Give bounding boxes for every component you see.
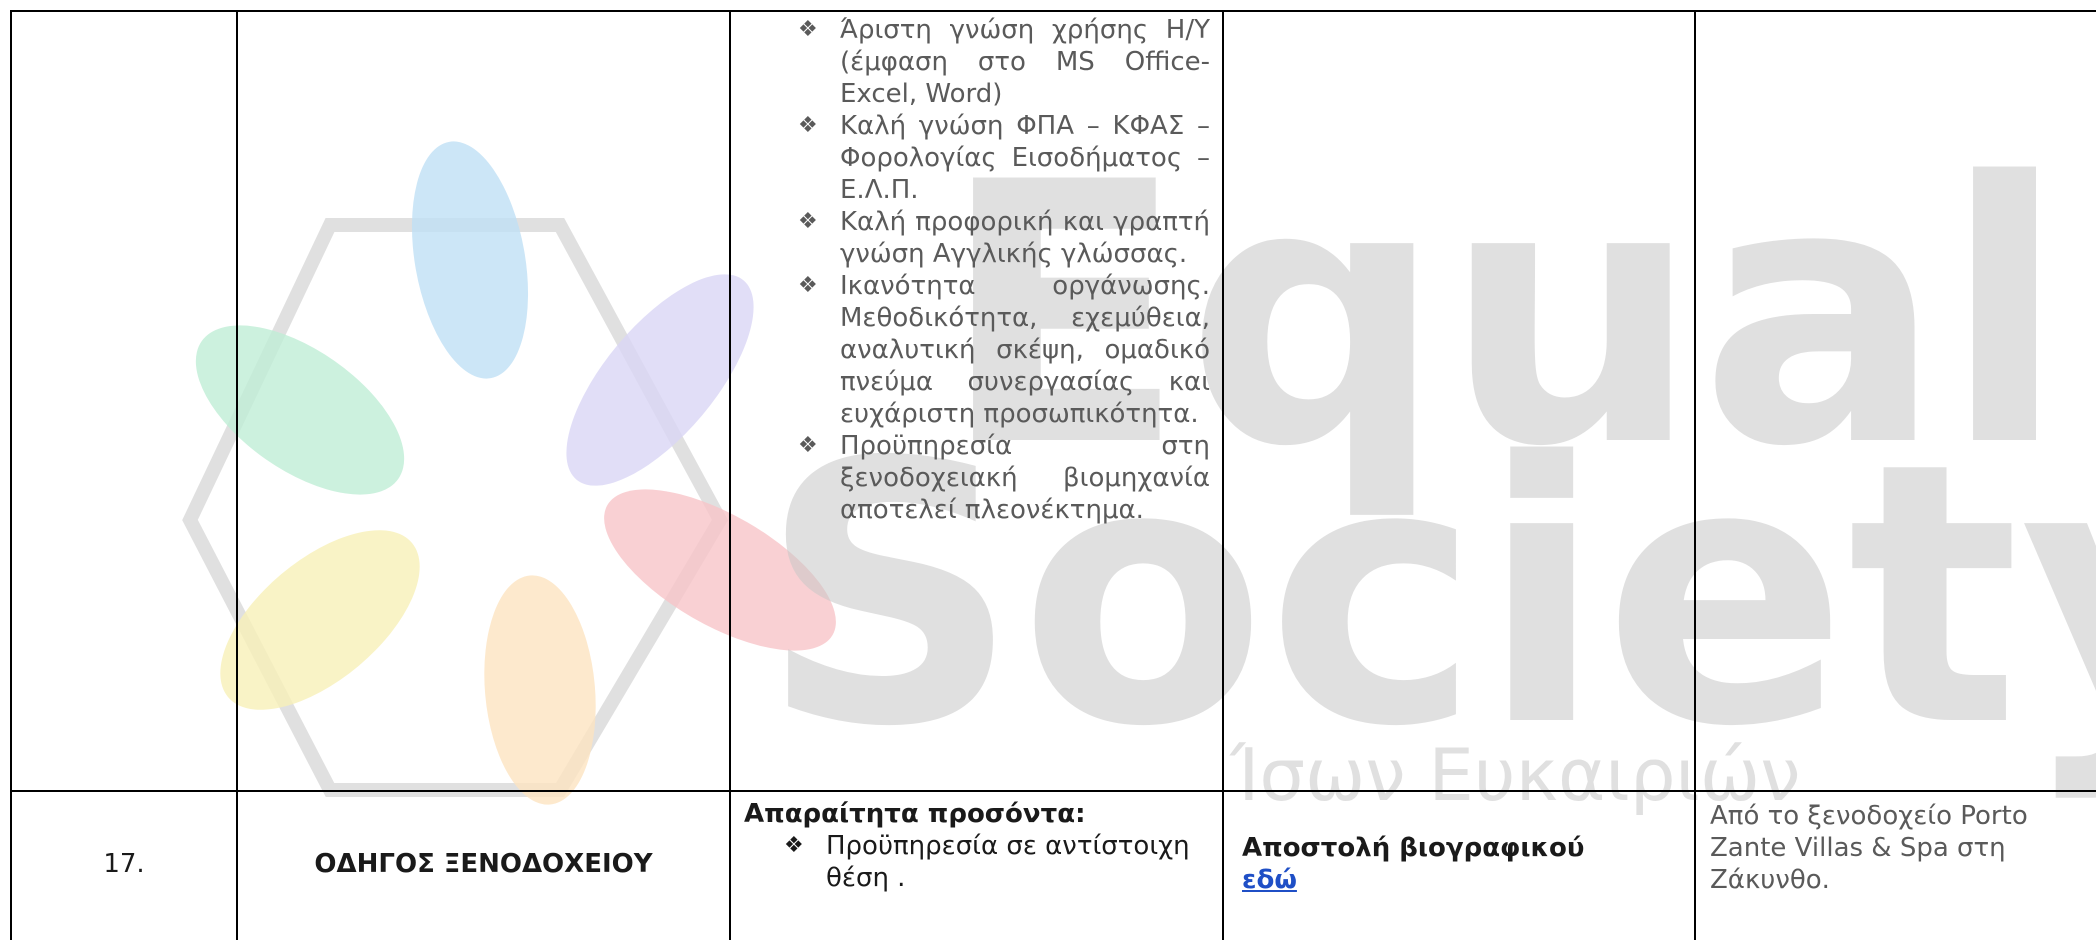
watermark-hand	[195, 325, 405, 495]
requirements-cell: Άριστη γνώση χρήσης Η/Υ (έμφαση στο MS O…	[798, 14, 1210, 526]
requirements-list: Άριστη γνώση χρήσης Η/Υ (έμφαση στο MS O…	[798, 14, 1210, 526]
position-title: ΟΔΗΓΟΣ ΞΕΝΟΔΟΧΕΙΟΥ	[314, 849, 653, 879]
requirements-list: Προϋπηρεσία σε αντίστοιχη θέση .	[784, 830, 1214, 894]
requirement-item: Άριστη γνώση χρήσης Η/Υ (έμφαση στο MS O…	[798, 14, 1210, 110]
requirement-item: Ικανότητα οργάνωσης. Μεθοδικότητα, εχεμύ…	[798, 270, 1210, 430]
table-border	[10, 10, 12, 940]
requirement-item: Προϋπηρεσία σε αντίστοιχη θέση .	[784, 830, 1214, 894]
watermark-hand	[411, 141, 529, 379]
apply-link[interactable]: εδώ	[1242, 865, 1297, 895]
watermark-hand	[604, 489, 836, 651]
table-border	[1694, 10, 1696, 940]
requirement-item: Καλή γνώση ΦΠΑ – ΚΦΑΣ – Φορολογίας Εισοδ…	[798, 110, 1210, 206]
table-border	[11, 10, 2096, 12]
watermark-hand	[220, 530, 420, 710]
requirement-item: Προϋπηρεσία στη ξενοδοχειακή βιομηχανία …	[798, 430, 1210, 526]
row-number: 17.	[103, 849, 145, 879]
watermark-tagline: Ίσων Ευκαιριών	[1229, 733, 1800, 817]
requirements-heading: Απαραίτητα προσόντα:	[744, 799, 1086, 829]
table-border	[11, 790, 2096, 792]
watermark-hand	[484, 575, 596, 805]
table-border	[729, 10, 731, 940]
employer: Από το ξενοδοχείο Porto Zante Villas & S…	[1710, 801, 2028, 895]
apply-cell: Αποστολή βιογραφικού εδώ	[1242, 832, 1682, 896]
apply-text: Αποστολή βιογραφικού	[1242, 833, 1585, 863]
table-border	[236, 10, 238, 940]
watermark-hand	[566, 274, 754, 486]
requirements-cell: Απαραίτητα προσόντα: Προϋπηρεσία σε αντί…	[744, 798, 1214, 894]
table-border	[1222, 10, 1224, 940]
requirement-item: Καλή προφορική και γραπτή γνώση Αγγλικής…	[798, 206, 1210, 270]
